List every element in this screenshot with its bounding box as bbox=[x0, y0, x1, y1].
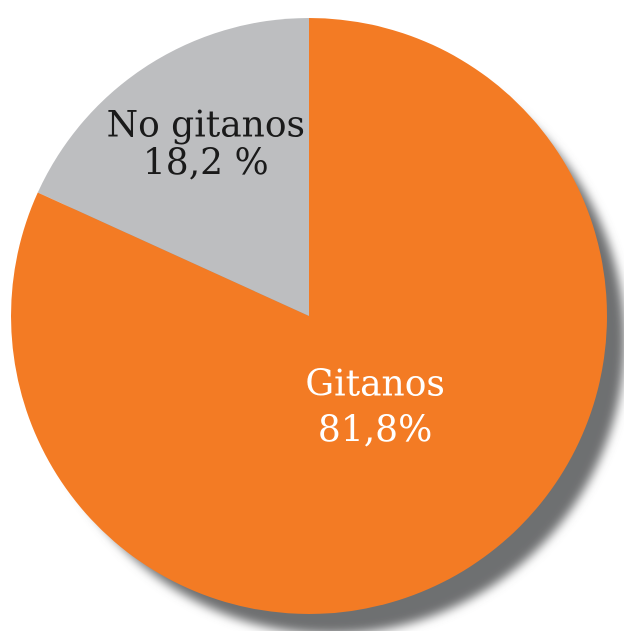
slice-value-gitanos: 81,8% bbox=[318, 410, 432, 451]
slice-label-gitanos: Gitanos bbox=[305, 364, 445, 405]
slice-label-no-gitanos: No gitanos bbox=[107, 105, 305, 146]
pie-slice-no-gitanos bbox=[37, 18, 309, 316]
slice-value-no-gitanos: 18,2 % bbox=[143, 143, 269, 184]
pie-slices bbox=[11, 18, 608, 614]
